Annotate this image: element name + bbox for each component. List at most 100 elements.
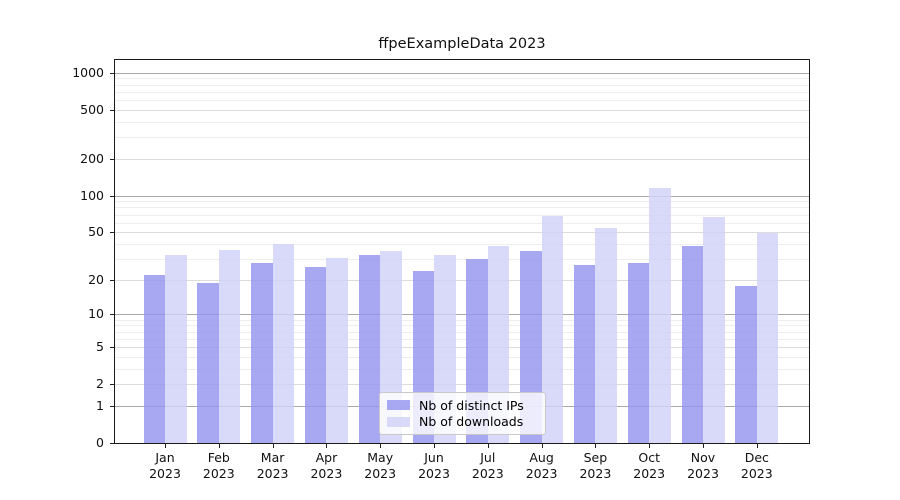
y-tick-mark bbox=[110, 279, 114, 281]
major-gridline bbox=[114, 158, 810, 160]
x-tick-label-sep: Sep 2023 bbox=[579, 450, 612, 481]
y-tick-mark bbox=[110, 232, 114, 234]
minor-gridline bbox=[114, 100, 810, 102]
bar-dec-distinct-ips bbox=[735, 285, 757, 444]
bar-oct-distinct-ips bbox=[627, 263, 650, 444]
bar-sep-downloads bbox=[595, 227, 617, 444]
major-gridline bbox=[114, 109, 810, 111]
minor-gridline bbox=[114, 207, 810, 209]
chart-title: ffpeExampleData 2023 bbox=[378, 36, 546, 52]
x-tick-mark bbox=[541, 444, 543, 448]
y-tick-mark bbox=[110, 109, 114, 111]
y-tick-label: 1 bbox=[96, 397, 104, 413]
x-tick-mark bbox=[272, 444, 274, 448]
legend-item-downloads: Nb of downloads bbox=[387, 414, 537, 431]
legend-swatch-downloads bbox=[387, 416, 410, 427]
minor-gridline bbox=[114, 356, 810, 358]
x-tick-mark bbox=[703, 444, 704, 448]
axis-frame bbox=[114, 59, 810, 444]
minor-gridline bbox=[114, 121, 810, 123]
x-tick-mark bbox=[218, 444, 220, 448]
minor-gridline bbox=[114, 243, 810, 245]
legend-swatch-distinct-ips bbox=[387, 400, 410, 411]
x-tick-mark bbox=[595, 444, 597, 448]
y-tick-label: 0 bbox=[96, 435, 104, 450]
x-tick-label-mar: Mar 2023 bbox=[256, 450, 289, 481]
bar-mar-downloads bbox=[272, 244, 295, 444]
bar-jan-distinct-ips bbox=[143, 275, 165, 444]
x-tick-mark bbox=[380, 444, 382, 448]
x-tick-mark bbox=[756, 444, 758, 448]
y-tick-label: 10 bbox=[88, 306, 104, 322]
minor-gridline bbox=[114, 331, 810, 333]
bar-nov-downloads bbox=[703, 216, 725, 444]
y-tick-mark bbox=[110, 405, 114, 407]
bar-nov-distinct-ips bbox=[681, 245, 703, 444]
x-tick-label-oct: Oct 2023 bbox=[633, 450, 666, 481]
y-tick-mark bbox=[110, 384, 114, 386]
bar-aug-downloads bbox=[541, 215, 564, 444]
x-tick-mark bbox=[649, 444, 651, 448]
legend: Nb of distinct IPs Nb of downloads bbox=[379, 392, 546, 435]
minor-gridline bbox=[114, 319, 810, 321]
x-tick-label-nov: Nov 2023 bbox=[687, 450, 719, 481]
minor-gridline bbox=[114, 91, 810, 93]
y-tick-label: 500 bbox=[80, 101, 104, 117]
minor-gridline bbox=[114, 78, 810, 80]
x-tick-mark bbox=[487, 444, 489, 448]
y-tick-mark bbox=[110, 443, 114, 444]
x-tick-label-jan: Jan 2023 bbox=[149, 450, 181, 481]
y-tick-mark bbox=[110, 195, 114, 197]
bar-sep-distinct-ips bbox=[573, 264, 596, 444]
y-tick-label: 200 bbox=[80, 150, 104, 166]
y-tick-label: 2 bbox=[96, 376, 104, 392]
minor-gridline bbox=[114, 368, 810, 370]
x-tick-label-may: May 2023 bbox=[364, 450, 397, 481]
minor-gridline bbox=[114, 201, 810, 203]
y-tick-label: 20 bbox=[88, 271, 104, 287]
decade-gridline bbox=[114, 195, 810, 197]
legend-label-downloads: Nb of downloads bbox=[419, 414, 524, 430]
bar-feb-downloads bbox=[218, 249, 241, 444]
decade-gridline bbox=[114, 72, 810, 74]
y-tick-mark bbox=[110, 72, 114, 74]
y-tick-label: 100 bbox=[80, 187, 104, 203]
minor-gridline bbox=[114, 325, 810, 327]
major-gridline bbox=[114, 384, 810, 386]
bar-may-distinct-ips bbox=[358, 254, 381, 444]
x-tick-mark bbox=[434, 444, 435, 448]
bar-dec-downloads bbox=[756, 232, 779, 444]
y-tick-mark bbox=[110, 346, 114, 348]
bar-jan-downloads bbox=[165, 254, 187, 444]
major-gridline bbox=[114, 346, 810, 348]
y-tick-mark bbox=[110, 314, 114, 316]
minor-gridline bbox=[114, 222, 810, 224]
x-tick-label-apr: Apr 2023 bbox=[310, 450, 343, 481]
bar-apr-downloads bbox=[326, 257, 348, 444]
minor-gridline bbox=[114, 258, 810, 260]
major-gridline bbox=[114, 232, 810, 234]
legend-item-distinct-ips: Nb of distinct IPs bbox=[387, 397, 537, 414]
legend-label-distinct-ips: Nb of distinct IPs bbox=[419, 397, 524, 413]
y-tick-mark bbox=[110, 158, 114, 160]
x-tick-label-jun: Jun 2023 bbox=[418, 450, 450, 481]
x-tick-label-dec: Dec 2023 bbox=[740, 450, 773, 481]
minor-gridline bbox=[114, 84, 810, 86]
minor-gridline bbox=[114, 214, 810, 216]
x-tick-label-jul: Jul 2023 bbox=[471, 450, 504, 481]
x-tick-mark bbox=[165, 444, 166, 448]
y-tick-label: 50 bbox=[88, 224, 104, 240]
x-tick-label-feb: Feb 2023 bbox=[202, 450, 235, 481]
x-tick-label-aug: Aug 2023 bbox=[525, 450, 558, 481]
bar-oct-downloads bbox=[649, 188, 671, 444]
minor-gridline bbox=[114, 137, 810, 139]
major-gridline bbox=[114, 279, 810, 281]
bar-apr-distinct-ips bbox=[304, 266, 327, 444]
y-tick-label: 5 bbox=[96, 338, 104, 354]
y-tick-label: 1000 bbox=[72, 64, 104, 80]
bar-feb-distinct-ips bbox=[197, 282, 219, 444]
minor-gridline bbox=[114, 338, 810, 340]
decade-gridline bbox=[114, 314, 810, 316]
bar-mar-distinct-ips bbox=[251, 263, 273, 444]
